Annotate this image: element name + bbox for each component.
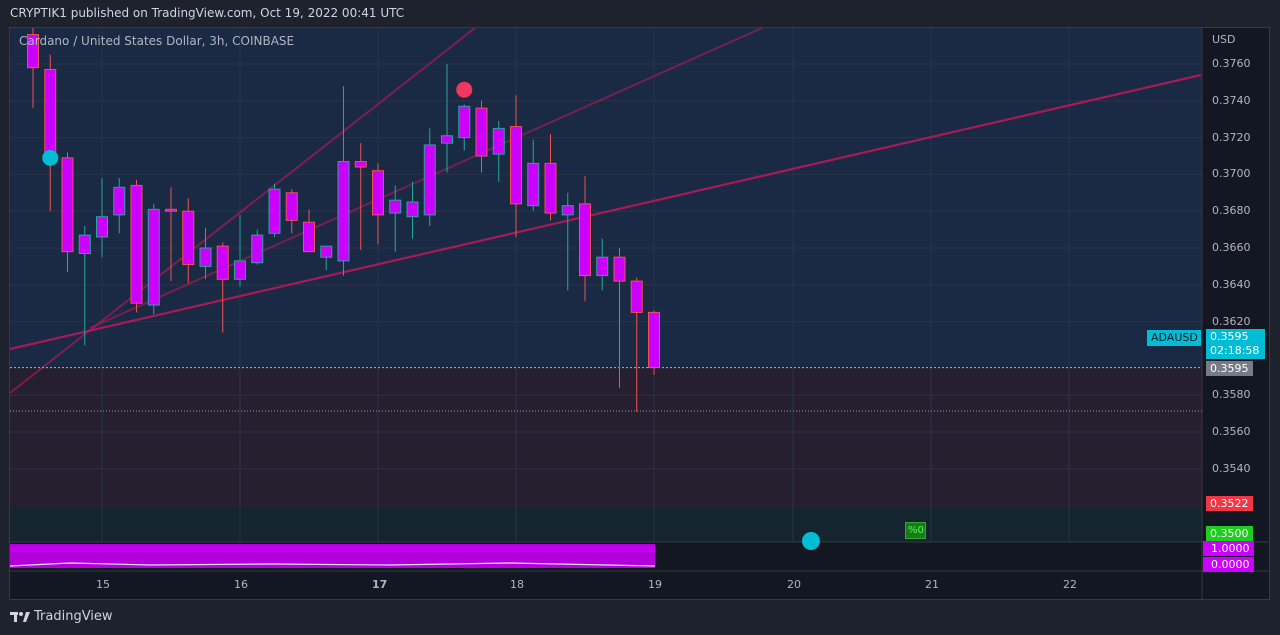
time-tick-label: 19 (648, 578, 662, 591)
price-tick-label: 0.3560 (1212, 425, 1251, 438)
price-tick-label: 0.3640 (1212, 277, 1251, 291)
candle-body[interactable] (130, 184, 143, 304)
price-tick-label: 0.3580 (1212, 388, 1251, 402)
chart-upper-zone (10, 28, 1202, 368)
candle-body[interactable] (285, 192, 298, 221)
signal-marker-circle-bottom[interactable] (802, 532, 820, 550)
candlestick-chart[interactable] (10, 28, 1269, 599)
candle-body[interactable] (389, 199, 402, 214)
candle-body[interactable] (251, 234, 264, 264)
tradingview-footer[interactable]: TradingView (10, 609, 113, 624)
candle-body[interactable] (303, 221, 315, 253)
signal-marker-circle[interactable] (42, 149, 59, 166)
tradingview-logo-icon (10, 611, 30, 622)
price-badge-green: 0.3500 (1206, 526, 1253, 541)
candle-body[interactable] (561, 205, 574, 216)
price-badge-red: 0.3522 (1206, 496, 1253, 511)
time-tick-label: 21 (925, 578, 939, 591)
indicator-line (10, 562, 656, 567)
candle-body[interactable] (630, 280, 643, 313)
candle-body[interactable] (372, 170, 384, 216)
candle-body[interactable] (147, 208, 160, 306)
symbol-legend[interactable]: Cardano / United States Dollar, 3h, COIN… (19, 34, 295, 48)
price-tick-label: 0.3720 (1212, 130, 1251, 144)
publish-info: CRYPTIK1 published on TradingView.com, O… (10, 6, 405, 20)
candle-body[interactable] (44, 69, 57, 159)
candle-body[interactable] (596, 256, 609, 277)
candle-body[interactable] (613, 256, 626, 282)
last-price-value: 0.3595 (1210, 330, 1249, 343)
indicator-band-highlight (10, 546, 655, 552)
candle-body[interactable] (182, 210, 195, 266)
time-tick-label: 17 (372, 578, 388, 591)
candle-body[interactable] (423, 144, 436, 216)
candle-body[interactable] (510, 126, 522, 205)
percent-badge[interactable]: %0 (905, 522, 926, 539)
candle-body[interactable] (441, 135, 453, 144)
price-tick-label: 0.3700 (1212, 167, 1251, 181)
candle-body[interactable] (337, 161, 350, 262)
candle-body[interactable] (648, 311, 660, 369)
time-tick-label: 20 (787, 578, 801, 591)
time-tick-label: 22 (1063, 578, 1077, 591)
time-tick-label: 16 (234, 578, 248, 591)
price-tick-label: 0.3740 (1212, 93, 1251, 107)
candle-body[interactable] (475, 107, 488, 157)
candle-body[interactable] (199, 247, 212, 267)
candle-body[interactable] (406, 201, 419, 218)
time-tick-label: 18 (510, 578, 524, 591)
price-badge-close: 0.3595 (1206, 361, 1253, 376)
candle-body[interactable] (165, 208, 177, 212)
indicator-level-low: 0.0000 (1203, 557, 1254, 572)
candle-body[interactable] (320, 245, 333, 258)
candle-body[interactable] (96, 216, 108, 238)
trendline-main (10, 73, 1202, 351)
last-price-tag: 0.3595 02:18:58 (1206, 329, 1265, 359)
price-tick-label: 0.3760 (1212, 57, 1251, 70)
candle-body[interactable] (216, 245, 229, 280)
price-tick-label: 0.3620 (1212, 314, 1251, 328)
candle-body[interactable] (27, 34, 39, 69)
chart-bottom-zone (10, 508, 1202, 542)
time-tick-label: 15 (96, 578, 110, 591)
price-tick-label: 0.3540 (1212, 461, 1251, 475)
price-tick-label: 0.3680 (1212, 204, 1251, 218)
candle-body[interactable] (579, 203, 591, 277)
candle-body[interactable] (544, 162, 557, 214)
candle-body[interactable] (458, 105, 471, 139)
signal-marker-circle[interactable] (456, 81, 473, 98)
last-price-symbol-tag: ADAUSD (1147, 330, 1201, 346)
indicator-level-high: 1.0000 (1203, 541, 1254, 556)
candle-body[interactable] (234, 260, 246, 280)
currency-label: USD (1212, 33, 1236, 46)
bar-countdown: 02:18:58 (1210, 344, 1260, 357)
candle-body[interactable] (113, 186, 126, 216)
candle-body[interactable] (268, 188, 281, 234)
candle-body[interactable] (354, 161, 367, 168)
candle-body[interactable] (527, 162, 540, 207)
candle-body[interactable] (78, 234, 91, 255)
candle-body[interactable] (492, 127, 505, 155)
candle-body[interactable] (61, 157, 74, 253)
brand-name: TradingView (34, 609, 113, 624)
chart-lower-zone (10, 367, 1202, 508)
trendline-steep (10, 28, 476, 394)
price-tick-label: 0.3660 (1212, 241, 1251, 254)
